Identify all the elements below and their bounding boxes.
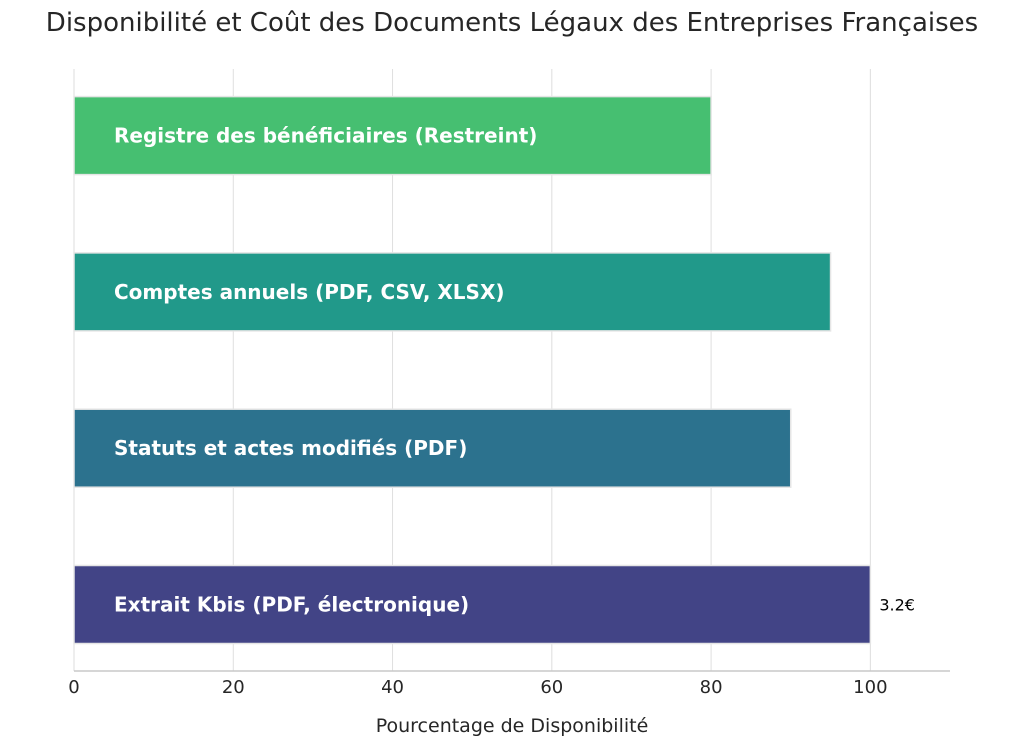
x-tick-label: 60: [540, 677, 563, 698]
data-label: 3.2€: [879, 596, 915, 615]
x-tick-label: 100: [853, 677, 887, 698]
bar-label: Comptes annuels (PDF, CSV, XLSX): [114, 280, 505, 304]
x-axis-title: Pourcentage de Disponibilité: [376, 715, 649, 737]
x-tick-label: 40: [381, 677, 404, 698]
bar-label: Registre des bénéficiaires (Restreint): [114, 124, 537, 148]
x-tick-label: 0: [68, 677, 79, 698]
bar: [73, 408, 792, 488]
x-tick-label: 80: [700, 677, 723, 698]
bar: [73, 564, 872, 645]
bar-label: Extrait Kbis (PDF, électronique): [114, 593, 469, 617]
bar: [73, 95, 712, 176]
x-tick-label: 20: [222, 677, 245, 698]
chart-title: Disponibilité et Coût des Documents Léga…: [45, 8, 979, 38]
bar-label: Statuts et actes modifiés (PDF): [114, 436, 467, 460]
bars: Extrait Kbis (PDF, électronique) 3.2€ Stat…: [73, 95, 915, 645]
x-axis: 0 20 40 60 80 100: [68, 670, 950, 698]
bar: [73, 252, 832, 332]
